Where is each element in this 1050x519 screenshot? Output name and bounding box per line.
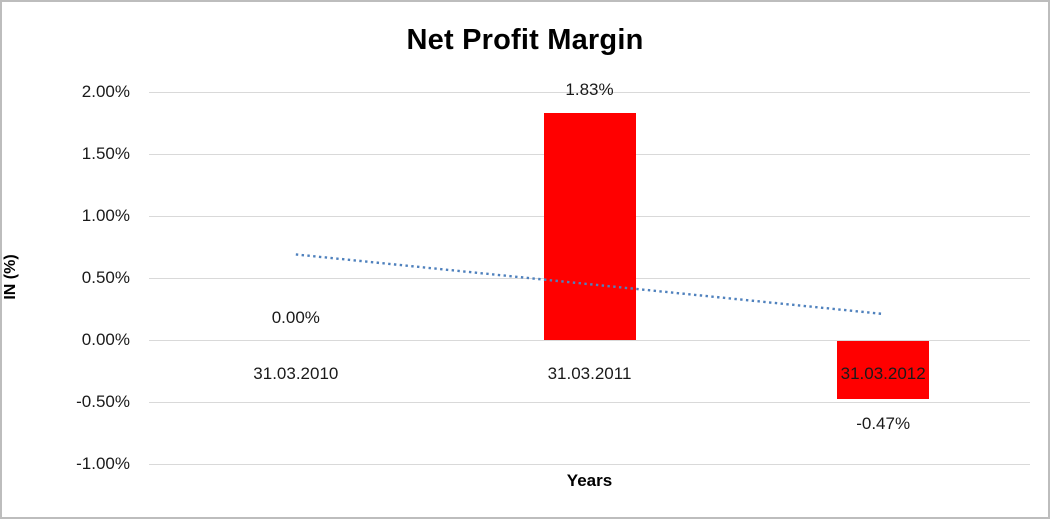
y-tick-label: 2.00% <box>81 82 130 101</box>
y-tick-label: 1.00% <box>81 206 130 225</box>
data-label: 0.00% <box>271 308 320 327</box>
data-label: -0.47% <box>856 414 911 434</box>
gridline <box>149 92 1030 93</box>
category-label: 31.03.2011 <box>547 364 632 383</box>
y-tick-label: -0.50% <box>76 392 130 411</box>
gridline <box>149 464 1030 465</box>
y-tick-label: 0.50% <box>81 268 130 287</box>
chart-title: Net Profit Margin <box>406 24 644 56</box>
bar <box>543 113 636 340</box>
gridline <box>149 340 1030 341</box>
bar <box>837 341 930 400</box>
y-tick-label: 1.50% <box>81 144 130 163</box>
gridline <box>149 402 1030 403</box>
data-label: 1.83% <box>565 80 614 100</box>
category-label: 31.03.2012 <box>840 364 926 383</box>
category-label: 31.03.2010 <box>253 364 339 383</box>
y-tick-label: 0.00% <box>81 330 130 349</box>
x-axis-title: Years <box>566 471 613 490</box>
y-tick-label: -1.00% <box>76 454 130 473</box>
